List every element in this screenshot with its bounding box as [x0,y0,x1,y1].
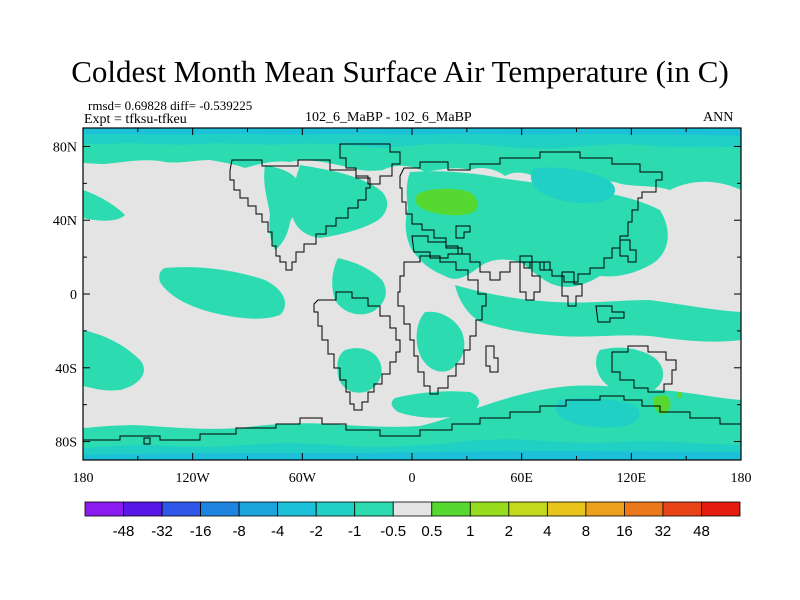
x-tick-label: 180 [731,471,752,486]
colorbar-tick-label: -48 [113,523,135,540]
antarctic-aqua [555,397,640,428]
south-asia-coast [519,261,541,301]
austral-anomaly [596,347,664,395]
africa-anomaly [416,311,465,372]
north-pacific-anomaly [83,190,125,221]
colorbar-labels: -48 -32 -16 -8 -4 -2 -1 -0.5 0.5 1 2 4 8 16 32 48 [113,523,710,540]
colorbar-tick-label: -4 [271,523,284,540]
x-tick-label: 60E [510,471,533,486]
mediterranean-coast [411,235,463,259]
north-atlantic-anomaly [291,165,388,238]
coastline-layer [83,143,741,445]
small-island-coast-c [523,261,531,269]
colorbar-tick-label: -8 [232,523,245,540]
colorbar-swatch [469,501,510,517]
colorbar-tick-label: 48 [693,523,710,540]
colorbar-tick-label: -0.5 [380,523,406,540]
madagascar-coast [485,345,499,373]
small-island-coast-a [143,437,151,445]
north-america-anomaly [264,165,302,250]
colorbar-tick-label: -16 [190,523,212,540]
atlantic-anomaly [332,258,386,315]
eurasia-coast [399,151,663,283]
greenland-coast [339,143,401,185]
colorbar-swatch [624,501,664,517]
y-tick-label: 40S [55,362,77,377]
x-tick-label: 0 [409,471,416,486]
season-label: ANN [703,110,734,125]
maritime-continent-coast [595,305,625,323]
indochina-coast [561,271,583,307]
siberia-aqua [530,167,616,204]
colorbar-swatch [238,501,279,517]
colorbar-swatch [123,501,163,517]
colorbar-tick-label: 8 [582,523,590,540]
colorbar-swatch [200,501,240,517]
australia-warm-dot [677,392,682,398]
north-america-coast [229,159,371,271]
y-axis-labels: 80N 40N 0 40S 80S [53,140,77,450]
colorbar-swatch [392,501,433,517]
x-tick-label: 60W [289,471,317,486]
east-asia-islands-coast [619,239,637,263]
map-title: Coldest Month Mean Surface Air Temperatu… [71,54,729,89]
colorbar-tick-label: 4 [543,523,551,540]
colorbar-tick-label: 32 [655,523,672,540]
colorbar-swatch [585,501,625,517]
y-tick-label: 0 [70,288,77,303]
colorbar-tick-label: -2 [310,523,323,540]
colorbar-swatch [508,501,548,517]
south-pacific-anomaly [83,330,144,391]
colorbar [84,501,741,517]
center-label: 102_6_MaBP - 102_6_MaBP [305,110,472,125]
colorbar-tick-label: 16 [616,523,633,540]
south-atlantic-anomaly [391,391,480,418]
indian-ocean-anomaly [455,285,741,342]
south-america-anomaly [337,348,382,393]
colorbar-swatch [354,501,394,517]
south-america-coast [313,291,401,411]
axis-ticks [82,128,742,460]
x-tick-label: 180 [73,471,94,486]
colorbar-tick-label: 0.5 [421,523,442,540]
y-tick-label: 80N [53,140,77,155]
colorbar-tick-label: -1 [348,523,361,540]
colorbar-swatch [546,501,587,517]
colorbar-swatch [315,501,356,517]
colorbar-tick-label: 2 [505,523,513,540]
colorbar-swatch [161,501,201,517]
colorbar-tick-label: 1 [466,523,474,540]
x-axis-labels: 180 120W 60W 0 60E 120E 180 [73,471,752,486]
australia-warm-anomaly [653,395,671,414]
y-tick-label: 40N [53,214,77,229]
australia-coast [611,345,677,393]
colorbar-swatch [84,501,124,517]
europe-warm-anomaly [415,188,478,216]
colorbar-tick-label: -32 [151,523,173,540]
experiment-label: Expt = tfksu-tfkeu [84,112,187,127]
colorbar-swatch [277,501,317,517]
africa-coast [397,255,487,395]
x-tick-label: 120E [617,471,647,486]
colorbar-swatch [662,501,702,517]
map-plot-area [83,128,741,460]
x-tick-label: 120W [176,471,211,486]
antarctica-coast [83,395,741,441]
colorbar-swatch [701,501,741,517]
black-sea-coast [455,225,471,239]
y-tick-label: 80S [55,436,77,451]
central-pacific-anomaly [159,267,285,319]
green-contour-layer [415,188,682,414]
colorbar-swatch [431,501,471,517]
small-island-coast-b [539,261,551,271]
stats-label: rmsd= 0.69828 diff= -0.539225 [88,98,253,113]
